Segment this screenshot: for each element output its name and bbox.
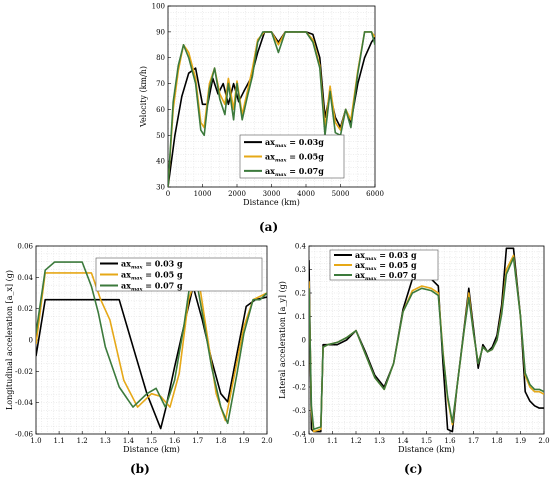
series-line-1 bbox=[36, 285, 267, 430]
y-tick-label: 0.06 bbox=[17, 243, 33, 251]
panel-label-c: (c) bbox=[404, 462, 423, 476]
panel-label-a: (a) bbox=[259, 220, 279, 234]
x-tick-label: 1.6 bbox=[444, 437, 456, 445]
legend-entry-label: axmax = 0.05 g bbox=[121, 270, 183, 282]
panel-label-b: (b) bbox=[130, 462, 150, 476]
y-tick-label: -0.4 bbox=[293, 431, 307, 439]
x-tick-label: 1.5 bbox=[146, 437, 157, 445]
x-tick-label: 1.9 bbox=[515, 437, 526, 445]
legend-entry-label: axmax = 0.07g bbox=[265, 166, 324, 178]
x-tick-label: 1.7 bbox=[192, 437, 203, 445]
x-tick-label: 1.3 bbox=[100, 437, 111, 445]
y-tick-label: -0.2 bbox=[293, 384, 307, 392]
legend-box bbox=[95, 257, 263, 292]
x-tick-label: 1.4 bbox=[123, 437, 135, 445]
x-tick-label: 1.8 bbox=[491, 437, 502, 445]
series-line-3 bbox=[36, 261, 267, 425]
legend-entry-label: axmax = 0.03 g bbox=[355, 250, 417, 262]
y-tick-label: 30 bbox=[156, 184, 165, 192]
legend-entry-label: axmax = 0.03 g bbox=[121, 259, 183, 271]
y-tick-label: 90 bbox=[156, 28, 165, 36]
y-tick-label: 60 bbox=[156, 106, 165, 114]
x-tick-label: 2000 bbox=[228, 190, 246, 198]
y-tick-label: -0.02 bbox=[15, 368, 33, 376]
y-tick-label: -0.06 bbox=[15, 431, 33, 439]
series-line-3 bbox=[309, 256, 544, 431]
x-tick-label: 1.7 bbox=[468, 437, 479, 445]
y-tick-label: -0.1 bbox=[293, 360, 307, 368]
x-tick-label: 1.2 bbox=[77, 437, 88, 445]
legend-entry-label: axmax = 0.05 g bbox=[355, 260, 417, 272]
y-axis-label: Velocity (km/h) bbox=[139, 66, 148, 128]
x-tick-label: 1.4 bbox=[397, 437, 409, 445]
x-axis-label: Distance (km) bbox=[398, 445, 455, 454]
y-tick-label: -0.3 bbox=[293, 407, 307, 415]
x-axis-label: Distance (km) bbox=[243, 198, 300, 207]
x-tick-label: 1.6 bbox=[169, 437, 181, 445]
x-tick-label: 2.0 bbox=[261, 437, 272, 445]
y-tick-label: 70 bbox=[156, 80, 165, 88]
x-tick-label: 1.1 bbox=[327, 437, 338, 445]
y-tick-label: 0.02 bbox=[17, 305, 33, 313]
x-tick-label: 1.8 bbox=[215, 437, 226, 445]
y-tick-label: 50 bbox=[156, 132, 165, 140]
x-tick-label: 4000 bbox=[297, 190, 315, 198]
legend-entry-label: axmax = 0.03g bbox=[265, 137, 324, 149]
legend: axmax = 0.03g axmax = 0.05g axmax = 0.07g bbox=[239, 134, 345, 179]
y-axis-label: Longitudinal acceleration [a_x] (g) bbox=[5, 270, 14, 410]
y-tick-label: 40 bbox=[156, 158, 165, 166]
y-tick-label: 0.4 bbox=[295, 243, 307, 251]
x-tick-label: 6000 bbox=[366, 190, 384, 198]
x-tick-label: 2.0 bbox=[538, 437, 549, 445]
y-tick-label: 0 bbox=[29, 337, 33, 345]
x-tick-label: 1.2 bbox=[350, 437, 361, 445]
x-axis-label: Distance (km) bbox=[123, 445, 180, 454]
x-tick-label: 1.5 bbox=[421, 437, 432, 445]
legend-entry-label: axmax = 0.07 g bbox=[121, 281, 183, 293]
y-tick-label: 100 bbox=[152, 3, 165, 11]
legend-entry-label: axmax = 0.07 g bbox=[355, 270, 417, 282]
x-tick-label: 5000 bbox=[332, 190, 350, 198]
chart-a: 0 1000 2000 3000 4000 5000 6000 30 40 50 60 70 80 90 1… bbox=[139, 3, 384, 208]
x-tick-label: 1.1 bbox=[54, 437, 65, 445]
y-tick-label: -0.04 bbox=[15, 399, 33, 407]
y-tick-label: 0.2 bbox=[295, 290, 306, 298]
legend-entry-label: axmax = 0.05g bbox=[265, 152, 324, 164]
y-axis-label: Lateral acceleration [a_y] (g) bbox=[278, 281, 287, 399]
y-tick-label: 0 bbox=[302, 337, 306, 345]
series-line-1 bbox=[309, 247, 544, 433]
x-tick-label: 1.0 bbox=[303, 437, 314, 445]
y-tick-label: 0.04 bbox=[17, 274, 33, 282]
x-tick-label: 3000 bbox=[263, 190, 281, 198]
y-tick-label: 0.3 bbox=[295, 266, 306, 274]
chart-c: 1.0 1.1 1.2 1.3 1.4 1.5 1.6 1.7 1.8 1.9 2.0 -0.4 -0.… bbox=[278, 243, 550, 455]
x-tick-label: 0 bbox=[166, 190, 170, 198]
y-tick-label: 0.1 bbox=[295, 313, 306, 321]
y-tick-label: 80 bbox=[156, 54, 165, 62]
x-tick-label: 1.3 bbox=[374, 437, 385, 445]
x-tick-label: 1.9 bbox=[238, 437, 249, 445]
chart-b: 1.0 1.1 1.2 1.3 1.4 1.5 1.6 1.7 1.8 1.9 2.0 -0.06 -0… bbox=[5, 243, 273, 455]
x-tick-label: 1000 bbox=[194, 190, 212, 198]
x-tick-label: 1.0 bbox=[30, 437, 41, 445]
